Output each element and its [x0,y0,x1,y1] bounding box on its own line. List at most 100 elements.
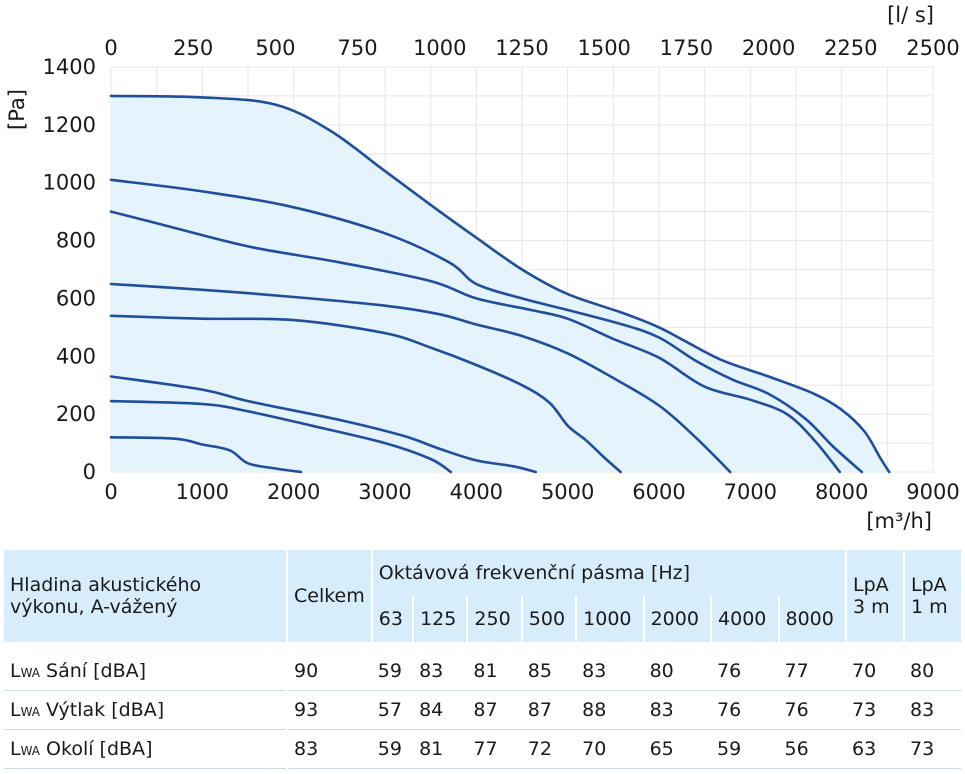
table-row: LWA Okolí [dBA] 83 59 81 77 72 70 65 59 56 63 73 [4,729,961,769]
table-cell: 83 [576,652,644,691]
table-cell: 77 [467,729,522,769]
fan-curve-1 [109,94,891,474]
x-bottom-axis-ticks: 0 1000 2000 3000 4000 5000 6000 7000 8000 9000 [104,480,959,504]
x-bottom-axis-unit: [m³/h] [866,509,932,533]
table-cell: 87 [521,690,577,730]
x-bottom-tick-label: 5000 [541,480,594,504]
x-bottom-tick-label: 1000 [176,480,229,504]
x-top-axis-unit: [l/ s] [887,3,934,27]
row-label-subscript: WA [20,705,41,719]
row-label-subscript: WA [20,666,41,680]
table-cell: 80 [904,652,961,691]
row-label: LWA Výtlak [dBA] [4,690,287,730]
table-cell: 57 [371,690,414,730]
table-cell: 93 [286,690,372,730]
table-cell: 83 [643,690,712,730]
table-cell: 72 [521,729,577,769]
y-tick-label: 400 [56,344,96,368]
x-top-tick-label: 2500 [906,36,959,60]
table-cell: 88 [576,690,644,730]
fan-curve-5 [109,314,622,474]
band-header-63: 63 [370,596,414,642]
band-header-250: 250 [466,596,522,642]
x-bottom-tick-label: 0 [104,480,117,504]
x-bottom-tick-label: 7000 [724,480,777,504]
acoustic-table: Hladina akustického výkonu, A-vážený Cel… [4,550,961,769]
x-bottom-tick-label: 9000 [906,480,959,504]
table-cell: 59 [371,729,414,769]
y-axis-ticks: 0 200 400 600 800 1000 1200 1400 [43,55,96,484]
operating-area-fill [111,95,890,473]
band-group-header: Oktávová frekvenční pásma [Hz] [370,550,846,596]
table-cell: 81 [413,729,468,769]
band-header-2000: 2000 [642,596,712,642]
y-tick-label: 600 [56,286,96,310]
x-top-tick-label: 1500 [577,36,630,60]
y-axis-unit: [Pa] [5,89,29,130]
table-row: LWA Sání [dBA] 90 59 83 81 85 83 80 76 77 70 80 [4,652,961,691]
table-cell: 83 [904,690,961,730]
y-tick-label: 200 [56,402,96,426]
x-bottom-tick-label: 2000 [267,480,320,504]
table-cell: 59 [711,729,779,769]
table-body: LWA Sání [dBA] 90 59 83 81 85 83 80 76 77 70 80 LWA … [4,652,961,769]
band-header-1000: 1000 [575,596,644,642]
x-bottom-tick-label: 6000 [632,480,685,504]
x-top-axis-ticks: 0 250 500 750 1000 1250 1500 1750 2000 2250 2500 [104,36,959,60]
table-cell: 59 [371,652,414,691]
y-tick-label: 1000 [43,171,96,195]
table-cell: 83 [413,652,468,691]
x-top-tick-label: 1000 [413,36,466,60]
band-header-row: 63 125 250 500 1000 2000 4000 8000 [4,596,961,642]
table-cell: 70 [846,652,904,691]
x-top-tick-label: 1750 [660,36,713,60]
x-bottom-tick-label: 8000 [815,480,868,504]
table-cell: 70 [576,729,644,769]
x-bottom-tick-label: 4000 [450,480,503,504]
table-row: LWA Výtlak [dBA] 93 57 84 87 87 88 83 76 76 73 83 [4,690,961,730]
x-bottom-tick-label: 3000 [358,480,411,504]
x-top-tick-label: 2250 [824,36,877,60]
band-header-8000: 8000 [777,596,846,642]
table-cell: 80 [643,652,712,691]
y-tick-label: 1200 [43,113,96,137]
x-top-tick-label: 1250 [495,36,548,60]
table-cell: 76 [711,652,779,691]
table-cell: 81 [467,652,522,691]
table-cell: 87 [467,690,522,730]
band-header-500: 500 [520,596,577,642]
fan-curve-7 [109,399,453,474]
y-tick-label: 1400 [43,55,96,79]
band-header-4000: 4000 [710,596,779,642]
table-cell: 73 [904,729,961,769]
x-top-tick-label: 500 [255,36,295,60]
total-header: Celkem [286,550,372,642]
x-top-tick-label: 250 [173,36,213,60]
row-label: LWA Sání [dBA] [4,652,287,691]
fan-curves [109,94,891,474]
fan-curve-6 [109,375,537,474]
table-cell: 76 [778,690,846,730]
table-cell: 84 [413,690,468,730]
x-top-tick-label: 750 [338,36,378,60]
x-top-tick-label: 0 [104,36,117,60]
table-cell: 65 [643,729,712,769]
table-cell: 85 [521,652,577,691]
fan-curve-8 [109,436,303,474]
lpa1-header: LpA 1 m [903,550,961,642]
fan-curve-2 [109,178,864,474]
band-header-125: 125 [412,596,468,642]
performance-chart: 0 200 400 600 800 1000 1200 1400 0 1000 2000 3000 4… [5,3,960,533]
table-cell: 83 [286,729,372,769]
row-header-label: Hladina akustického výkonu, A-vážený [4,550,287,642]
row-label-subscript: WA [20,744,41,758]
table-cell: 90 [286,652,372,691]
table-cell: 56 [778,729,846,769]
fan-curve-3 [109,210,842,474]
x-top-tick-label: 2000 [742,36,795,60]
table-cell: 63 [846,729,904,769]
lpa3-header: LpA 3 m [845,550,904,642]
row-label: LWA Okolí [dBA] [4,729,287,769]
table-cell: 76 [711,690,779,730]
y-tick-label: 0 [83,460,96,484]
